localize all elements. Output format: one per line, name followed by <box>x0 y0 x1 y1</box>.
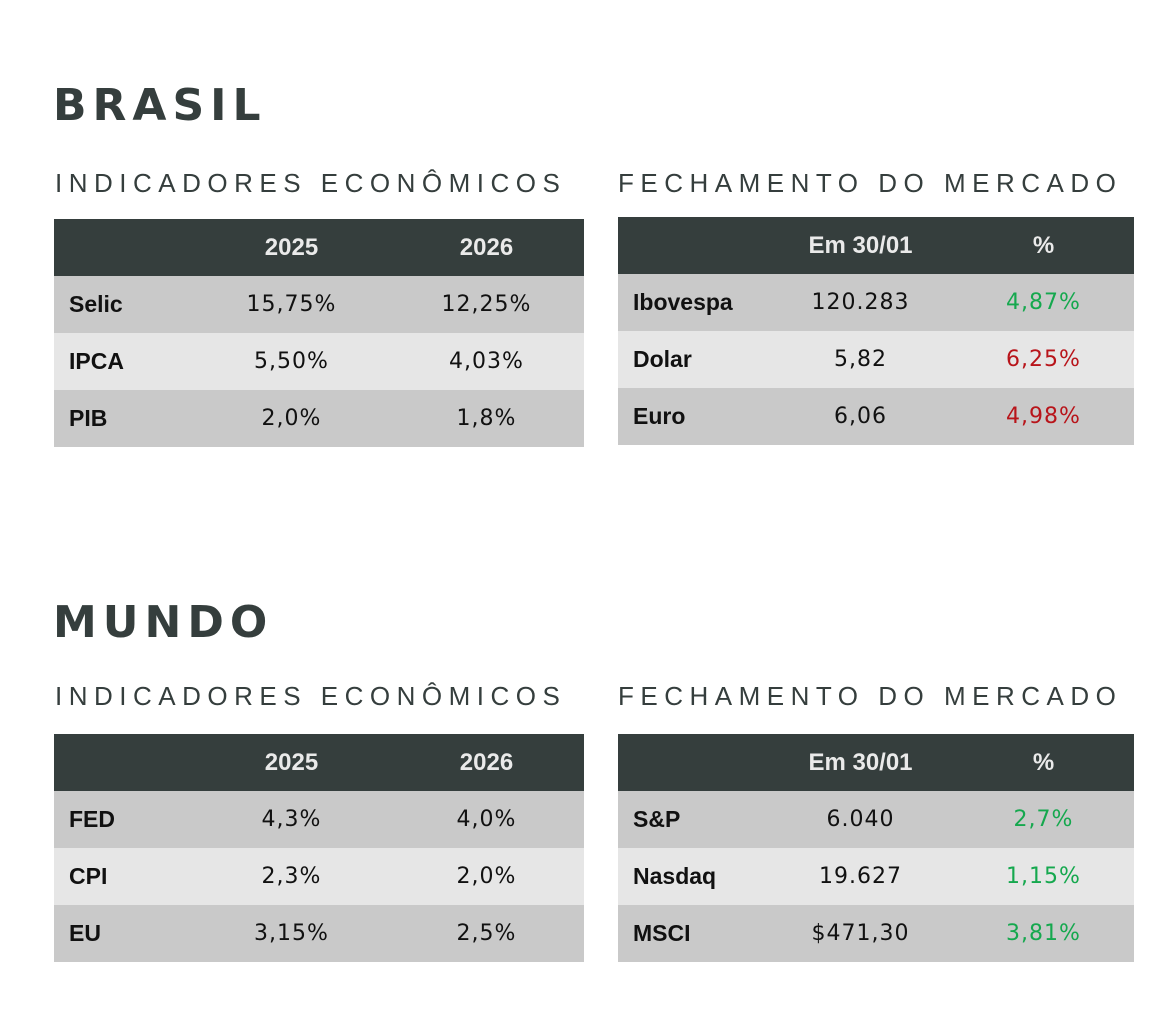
indicadores-title-brasil: INDICADORES ECONÔMICOS <box>55 168 567 198</box>
value-2026: 2,5% <box>456 921 517 946</box>
row-label: IPCA <box>69 348 124 374</box>
row-label: Euro <box>633 403 686 429</box>
indicadores-table-brasil: 2025 2026 Selic 15,75% 12,25% IPCA 5,50%… <box>54 219 584 447</box>
row-label: S&P <box>633 806 681 832</box>
value-2025: 15,75% <box>246 292 337 317</box>
table-row: IPCA 5,50% 4,03% <box>54 333 584 390</box>
row-label: PIB <box>69 405 108 431</box>
header-cell-label <box>54 734 194 791</box>
percent-change: 2,7% <box>1013 807 1074 832</box>
value-2026: 1,8% <box>456 406 517 431</box>
value-2025: 4,3% <box>261 807 322 832</box>
table-header-row: 2025 2026 <box>54 219 584 276</box>
row-label: CPI <box>69 863 108 889</box>
mercado-table-brasil: Em 30/01 % Ibovespa 120.283 4,87% Dolar … <box>618 217 1134 445</box>
row-label: EU <box>69 920 101 946</box>
value-2025: 2,3% <box>261 864 322 889</box>
percent-change: 3,81% <box>1006 921 1081 946</box>
closing-value: 6,06 <box>834 404 887 429</box>
percent-change: 6,25% <box>1006 347 1081 372</box>
value-2026: 4,0% <box>456 807 517 832</box>
row-label: MSCI <box>633 920 691 946</box>
mercado-title-brasil: FECHAMENTO DO MERCADO <box>618 168 1123 198</box>
header-cell-percent: % <box>1032 231 1055 259</box>
header-cell-percent: % <box>1032 748 1055 776</box>
row-label: Dolar <box>633 346 692 372</box>
header-cell-2026: 2026 <box>459 748 514 776</box>
closing-value: 5,82 <box>834 347 887 372</box>
row-label: Selic <box>69 291 123 317</box>
table-row: Ibovespa 120.283 4,87% <box>618 274 1134 331</box>
table-row: Dolar 5,82 6,25% <box>618 331 1134 388</box>
indicadores-title-mundo: INDICADORES ECONÔMICOS <box>55 681 567 711</box>
header-cell-2025: 2025 <box>264 748 319 776</box>
value-2025: 5,50% <box>254 349 329 374</box>
table-row: Selic 15,75% 12,25% <box>54 276 584 333</box>
section-title-mundo: MUNDO <box>53 597 274 648</box>
table-row: Euro 6,06 4,98% <box>618 388 1134 445</box>
indicadores-table-mundo: 2025 2026 FED 4,3% 4,0% CPI 2,3% 2,0% EU… <box>54 734 584 962</box>
table-header-row: 2025 2026 <box>54 734 584 791</box>
table-row: MSCI $471,30 3,81% <box>618 905 1134 962</box>
mercado-title-mundo: FECHAMENTO DO MERCADO <box>618 681 1123 711</box>
row-label: Nasdaq <box>633 863 717 889</box>
table-row: Nasdaq 19.627 1,15% <box>618 848 1134 905</box>
closing-value: 120.283 <box>811 290 910 315</box>
table-row: EU 3,15% 2,5% <box>54 905 584 962</box>
value-2026: 4,03% <box>449 349 524 374</box>
table-row: FED 4,3% 4,0% <box>54 791 584 848</box>
row-label: Ibovespa <box>633 289 733 315</box>
percent-change: 4,98% <box>1006 404 1081 429</box>
row-label: FED <box>69 806 115 832</box>
mercado-table-mundo: Em 30/01 % S&P 6.040 2,7% Nasdaq 19.627 … <box>618 734 1134 962</box>
value-2025: 3,15% <box>254 921 329 946</box>
section-title-brasil: BRASIL <box>53 80 267 131</box>
header-cell-date: Em 30/01 <box>808 748 913 776</box>
table-row: S&P 6.040 2,7% <box>618 791 1134 848</box>
table-row: CPI 2,3% 2,0% <box>54 848 584 905</box>
closing-value: 19.627 <box>819 864 902 889</box>
value-2026: 12,25% <box>441 292 532 317</box>
percent-change: 4,87% <box>1006 290 1081 315</box>
percent-change: 1,15% <box>1006 864 1081 889</box>
table-header-row: Em 30/01 % <box>618 217 1134 274</box>
header-cell-label <box>54 219 194 276</box>
value-2026: 2,0% <box>456 864 517 889</box>
closing-value: 6.040 <box>826 807 895 832</box>
closing-value: $471,30 <box>811 921 910 946</box>
header-cell-label <box>618 217 768 274</box>
value-2025: 2,0% <box>261 406 322 431</box>
header-cell-date: Em 30/01 <box>808 231 913 259</box>
header-cell-2025: 2025 <box>264 233 319 261</box>
header-cell-2026: 2026 <box>459 233 514 261</box>
header-cell-label <box>618 734 768 791</box>
table-header-row: Em 30/01 % <box>618 734 1134 791</box>
table-row: PIB 2,0% 1,8% <box>54 390 584 447</box>
